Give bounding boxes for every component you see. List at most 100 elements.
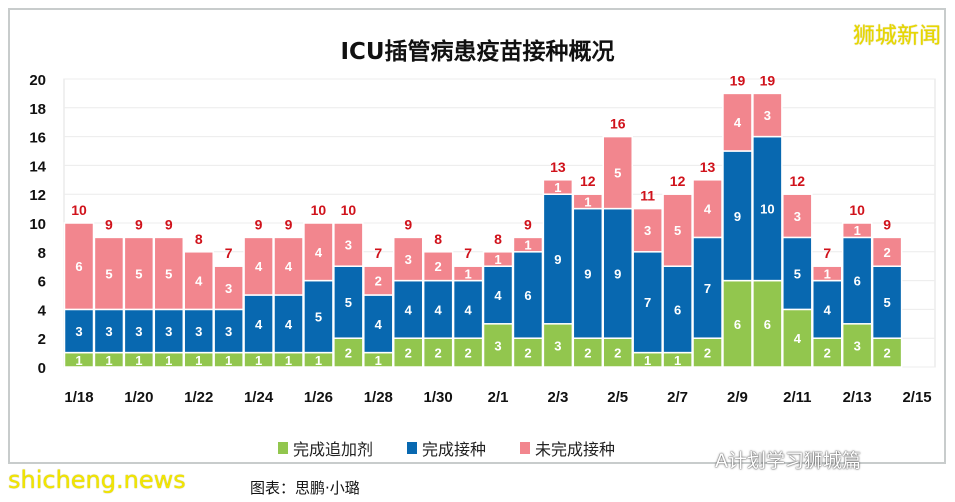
segment-label: 2 [584,346,591,361]
bar-segment [183,308,214,354]
bar-segment [213,265,244,311]
bar-segment [512,236,544,253]
bar-segment [273,236,304,296]
segment-label: 6 [854,274,861,289]
total-label: 13 [550,159,566,175]
bar-segment [482,251,514,267]
segment-label: 1 [494,252,501,267]
y-tick-label: 0 [38,360,46,377]
segment-label: 1 [584,194,591,209]
bar-segment [363,265,394,296]
bar-segment [871,236,903,267]
total-label: 10 [71,202,87,218]
segment-label: 1 [854,223,861,238]
segment-label: 4 [285,259,293,274]
x-tick-label: 1/26 [304,389,333,406]
segment-label: 4 [255,317,263,332]
y-tick-label: 14 [29,158,46,175]
chart-title: ICU插管病患疫苗接种概况 [340,39,615,65]
segment-label: 6 [524,288,531,303]
bar-segment [812,279,843,339]
segment-label: 1 [644,353,651,368]
bar-segment [812,337,843,368]
bar-segment [63,222,95,311]
chart-credit: 图表：思鹏·小璐 [250,479,360,497]
segment-label: 4 [494,288,502,303]
segment-label: 4 [405,302,413,317]
bar-segment [602,207,633,339]
bar-segment [303,279,334,354]
segment-label: 3 [75,324,82,339]
x-tick-label: 2/13 [843,389,872,406]
total-label: 9 [255,216,263,232]
y-tick-label: 18 [29,101,46,118]
total-label: 7 [225,245,233,261]
segment-label: 1 [255,353,262,368]
x-tick-label: 2/5 [607,389,628,406]
segment-label: 3 [105,324,112,339]
total-label: 7 [464,245,472,261]
total-label: 12 [670,173,686,189]
bar-segment [153,236,185,311]
segment-label: 3 [225,281,232,296]
x-tick-label: 2/3 [547,389,568,406]
segment-label: 9 [584,266,591,281]
segment-label: 3 [494,338,501,353]
segment-label: 6 [764,317,771,332]
legend-item-unvaccinated: 未完成接种 [520,436,615,460]
y-tick-label: 20 [29,72,46,89]
segment-label: 4 [704,202,712,217]
segment-label: 1 [105,353,112,368]
bar-segment [662,193,693,267]
x-tick-label: 2/15 [902,389,931,406]
segment-label: 4 [734,115,742,130]
x-tick-label: 1/20 [124,389,153,406]
bar-segment [482,323,514,368]
segment-label: 1 [464,266,471,281]
segment-label: 2 [824,346,831,361]
segment-label: 2 [435,259,442,274]
segment-label: 5 [315,310,322,325]
bar-segment [632,251,663,354]
total-label: 9 [165,216,173,232]
segment-label: 5 [345,295,352,310]
total-label: 19 [730,72,746,88]
bar-segment [782,236,813,311]
total-label: 9 [404,216,412,232]
site-watermark: shicheng.news [8,466,186,494]
total-label: 13 [700,159,716,175]
total-label: 11 [640,188,655,204]
segment-label: 4 [315,245,323,260]
segment-label: 2 [405,346,412,361]
x-tick-label: 1/28 [364,389,393,406]
bar-segment [841,222,873,239]
segment-label: 6 [734,317,741,332]
segment-label: 3 [854,338,861,353]
segment-label: 2 [883,245,890,260]
segment-label: 3 [794,209,801,224]
x-tick-label: 2/9 [727,389,748,406]
segment-label: 6 [674,302,681,317]
bar-segment [752,279,783,368]
bar-segment [722,150,753,282]
segment-label: 7 [704,281,711,296]
bar-segment [303,222,334,282]
bar-segment [422,279,454,339]
x-tick-label: 2/11 [783,389,811,406]
segment-label: 9 [554,252,561,267]
segment-label: 1 [315,353,322,368]
segment-label: 1 [375,353,382,368]
x-tick-label: 1/22 [184,389,213,406]
segment-label: 2 [464,346,471,361]
segment-label: 4 [375,317,383,332]
bar-segment [93,308,125,354]
total-label: 9 [285,216,293,232]
total-label: 19 [760,72,776,88]
bar-segment [752,92,783,138]
bar-segment [572,207,604,339]
y-tick-label: 2 [38,331,46,348]
bar-segment [542,323,574,368]
segment-label: 5 [674,223,681,238]
segment-label: 3 [135,324,142,339]
